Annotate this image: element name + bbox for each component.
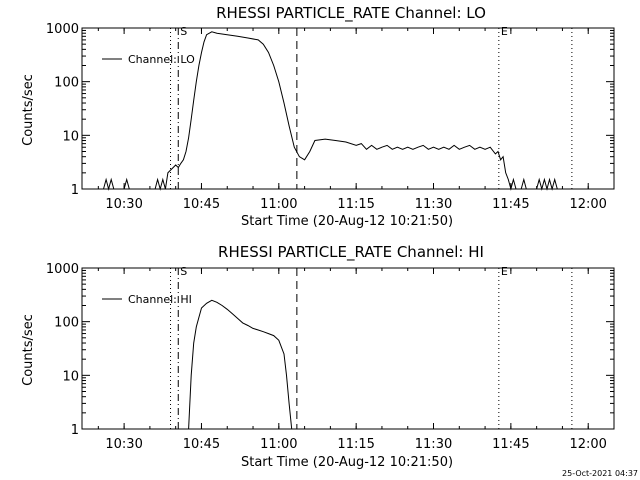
- x-axis-label: Start Time (20-Aug-12 10:21:50): [241, 455, 453, 470]
- x-tick-label: 12:00: [569, 197, 606, 212]
- y-tick-label: 1: [71, 423, 79, 438]
- x-tick-label: 10:30: [105, 437, 142, 452]
- x-tick-label: 12:00: [569, 437, 606, 452]
- y-axis-label: Counts/sec: [21, 74, 36, 146]
- data-series-line: [103, 31, 558, 191]
- footer-timestamp: 25-Oct-2021 04:37: [562, 469, 638, 478]
- x-tick-label: 10:30: [105, 197, 142, 212]
- y-tick-label: 1000: [46, 262, 79, 277]
- y-tick-label: 10: [62, 369, 79, 384]
- x-tick-label: 11:45: [492, 197, 529, 212]
- x-tick-label: 11:00: [260, 437, 297, 452]
- chart-panel-hi: RHESSI PARTICLE_RATE Channel: HI Counts/…: [21, 243, 615, 470]
- x-tick-label: 11:30: [415, 197, 452, 212]
- data-series-line: [188, 299, 293, 430]
- x-tick-label: 11:00: [260, 197, 297, 212]
- y-axis-label: Counts/sec: [21, 314, 36, 386]
- legend-entry: Channel: HI: [128, 293, 192, 306]
- event-marker-label: E: [501, 265, 508, 278]
- y-tick-label: 1: [71, 183, 79, 198]
- plot-frame: [81, 267, 615, 430]
- x-tick-label: 11:30: [415, 437, 452, 452]
- event-marker-label: S: [180, 265, 187, 278]
- x-tick-label: 11:15: [337, 197, 374, 212]
- y-tick-label: 100: [54, 316, 79, 331]
- chart-title: RHESSI PARTICLE_RATE Channel: LO: [216, 4, 486, 23]
- y-tick-label: 100: [54, 76, 79, 91]
- plot-frame: [81, 27, 615, 190]
- event-marker-label: S: [180, 25, 187, 38]
- legend-entry: Channel: LO: [128, 53, 195, 66]
- x-tick-label: 11:45: [492, 437, 529, 452]
- x-tick-label: 11:15: [337, 437, 374, 452]
- x-tick-label: 10:45: [183, 197, 220, 212]
- event-marker-label: E: [501, 25, 508, 38]
- y-tick-label: 1000: [46, 22, 79, 37]
- x-axis-label: Start Time (20-Aug-12 10:21:50): [241, 214, 453, 229]
- chart-title: RHESSI PARTICLE_RATE Channel: HI: [218, 243, 484, 262]
- chart-panel-lo: RHESSI PARTICLE_RATE Channel: LO Counts/…: [21, 4, 615, 229]
- y-tick-label: 10: [62, 129, 79, 144]
- x-tick-label: 10:45: [183, 437, 220, 452]
